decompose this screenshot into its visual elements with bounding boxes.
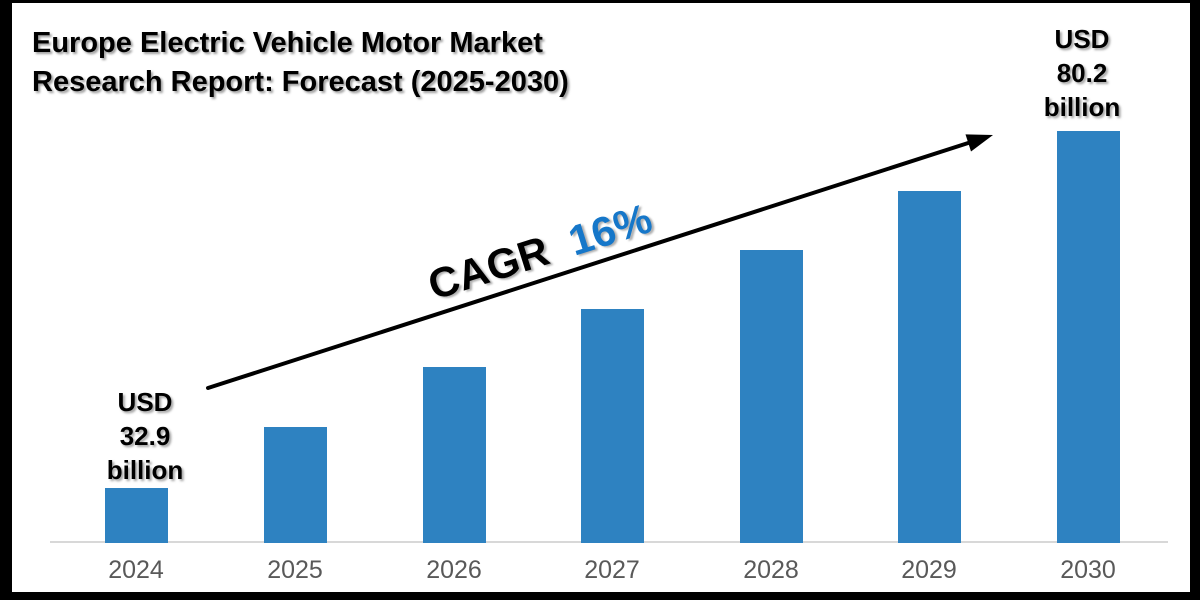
x-tick-label-2027: 2027 (584, 556, 640, 584)
frame-border-bottom (0, 592, 1200, 600)
data-label-2030-unit: billion (1043, 92, 1121, 122)
x-tick-label-2029: 2029 (901, 556, 957, 584)
frame-border-left (0, 0, 12, 600)
data-label-2024-unit: billion (106, 455, 184, 485)
bar-2028 (739, 250, 803, 543)
data-label-2024: USD 32.9 billion (65, 385, 225, 487)
frame-border-top (0, 0, 1200, 3)
bar-2025 (263, 427, 327, 543)
chart-title: Europe Electric Vehicle Motor Market Res… (32, 24, 672, 102)
bar-2026 (422, 367, 486, 543)
data-label-2024-value: 32.9 (119, 421, 171, 451)
data-label-2030-currency: USD (1054, 24, 1110, 54)
x-tick-label-2028: 2028 (743, 556, 799, 584)
bar-2029 (897, 191, 961, 543)
x-tick-label-2025: 2025 (267, 556, 323, 584)
chart-title-line2: Research Report: Forecast (2025-2030) (32, 66, 569, 98)
bar-2030 (1056, 131, 1120, 543)
cagr-annotation: CAGR 16% (388, 178, 692, 325)
chart-title-line1: Europe Electric Vehicle Motor Market (32, 27, 543, 59)
data-label-2030: USD 80.2 billion (1002, 22, 1162, 124)
cagr-annotation-value: 16% (562, 194, 658, 265)
bar-2027 (580, 309, 644, 543)
cagr-annotation-prefix: CAGR (422, 226, 555, 309)
x-tick-label-2024: 2024 (108, 556, 164, 584)
bar-2024 (104, 488, 168, 543)
data-label-2030-value: 80.2 (1056, 58, 1108, 88)
data-label-2024-currency: USD (117, 387, 173, 417)
x-tick-label-2026: 2026 (426, 556, 482, 584)
frame-border-right (1190, 0, 1200, 600)
x-tick-label-2030: 2030 (1060, 556, 1116, 584)
